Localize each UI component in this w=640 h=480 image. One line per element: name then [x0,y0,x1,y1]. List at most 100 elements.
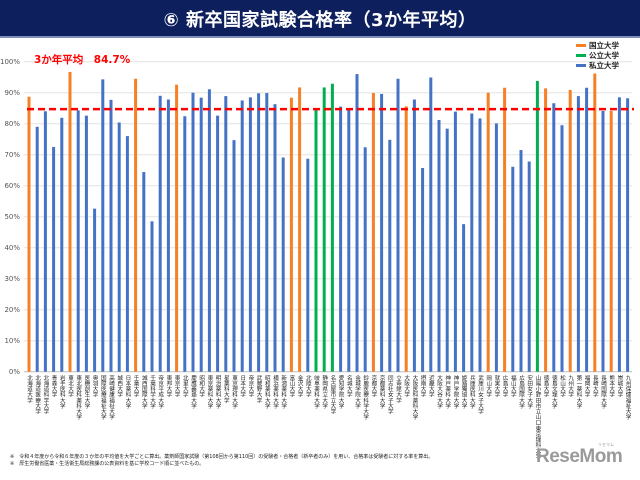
x-tick-label: 高崎健康福祉大学 [108,375,114,420]
x-tick-label: 医療創生大学 [83,375,90,409]
bar [585,87,589,372]
bar [306,158,310,372]
x-tick-label: 東北大学 [67,375,73,398]
legend-item-public: 公立大学 [576,50,619,60]
x-tick-label: 日本薬科大学 [124,375,131,409]
footnote: ※ 令和４年度から令和６年度の３か年の平均値を大学ごとに算出。薬剤師国家試験（第… [10,454,434,460]
y-tick-label: 10% [4,337,20,345]
x-tick-label: 青森大学 [50,375,57,398]
x-tick-label: 城西大学 [116,375,123,398]
bar [158,95,162,372]
bar [527,161,531,372]
x-tick-label: 愛知学院大学 [337,375,344,409]
bar [478,118,482,372]
x-tick-label: 東邦大学 [165,375,172,398]
x-tick-label: 神戸薬科大学 [444,375,451,409]
bar [35,126,39,372]
x-tick-label: 明治薬科大学 [214,375,221,409]
bar [183,116,187,372]
x-tick-label: 昭和薬科大学 [263,375,270,409]
bar [494,123,498,372]
x-tick-label: 九州大学 [567,375,574,398]
x-tick-label: 京都薬科大学 [378,375,385,409]
x-tick-label: 九州保健福祉大学 [624,375,631,420]
bar [445,128,449,372]
x-tick-label: 千葉大学 [132,375,139,398]
bar [298,87,302,372]
bar [552,103,556,372]
bar [363,147,367,372]
bar [134,78,138,372]
x-tick-label: 岡山大学 [485,375,492,398]
x-tick-label: 近畿大学 [427,375,434,398]
bar [101,79,105,372]
footnote: ※ 厚生労働省医薬・生活衛生局総務課の公表資料を基に学校コード順に並べたもの。 [10,461,205,467]
x-tick-label: 熊本大学 [608,375,615,398]
bar [593,73,597,372]
x-tick-label: 帝京大学 [247,375,254,398]
bar [117,122,121,372]
bar [347,108,351,372]
logo-kana: リセマム [598,442,614,447]
x-tick-label: 名城大学 [345,375,352,398]
average-label: 3か年平均 84.7% [34,54,131,66]
y-tick-label: 0% [9,368,20,376]
bar [462,224,466,372]
bar [519,150,523,372]
bar [314,108,318,372]
x-tick-label: 横浜薬科大学 [272,375,278,409]
bar [626,98,630,372]
x-tick-label: 神戸学院大学 [452,375,459,409]
bar [248,97,252,372]
x-tick-label: 富山大学 [288,375,295,398]
bar [511,166,515,372]
x-tick-label: 岐阜薬科大学 [313,375,319,409]
x-tick-label: 星薬科大学 [222,375,229,403]
chart-title: ⑥ 新卒国家試験合格率（3か年平均） [163,10,477,31]
bar [421,168,425,372]
x-tick-label: 京都大学 [370,375,377,398]
bar [60,117,64,372]
x-tick-label: 北里大学 [181,375,188,398]
bar [576,96,580,372]
y-tick-label: 80% [4,120,20,128]
legend-swatch [576,43,586,47]
x-tick-label: 大阪医科薬科大学 [411,375,418,420]
bar [68,71,72,372]
bar [84,115,88,372]
x-tick-label: 第一薬科大学 [575,375,582,409]
y-tick-label: 100% [0,58,20,66]
x-tick-label: 北海道医療大学 [34,375,41,415]
x-tick-label: 北海道科学大学 [42,375,49,415]
x-tick-label: 広島国際大学 [518,375,524,409]
x-tick-label: 姫路獨協大学 [460,375,467,409]
x-tick-label: 立命館大学 [395,375,401,403]
y-tick-label: 70% [4,151,20,159]
bar [396,78,400,372]
bar [76,110,80,372]
x-tick-label: 松山大学 [559,375,565,398]
bar [199,97,203,372]
x-tick-label: 昭和大学 [198,375,205,398]
legend: 国立大学 公立大学 私立大学 [576,40,619,70]
bar [281,157,285,372]
bar [503,87,507,372]
bar [412,99,416,372]
bar [43,111,47,372]
y-tick-label: 30% [4,275,20,283]
x-tick-label: 武蔵野大学 [255,375,262,403]
bar [486,92,490,372]
bar [453,111,457,372]
bar [175,84,179,372]
x-tick-label: 長崎大学 [591,375,598,398]
x-tick-label: 福岡大学 [583,375,590,398]
x-tick-label: 金城学院大学 [354,375,360,409]
bar [601,110,605,372]
bar [191,92,195,372]
x-tick-label: 広島大学 [501,375,508,398]
y-tick-label: 40% [4,244,20,252]
bar [322,87,326,372]
x-tick-label: 東京大学 [173,375,180,398]
x-tick-label: 奥羽大学 [91,375,98,398]
bar [535,80,539,372]
